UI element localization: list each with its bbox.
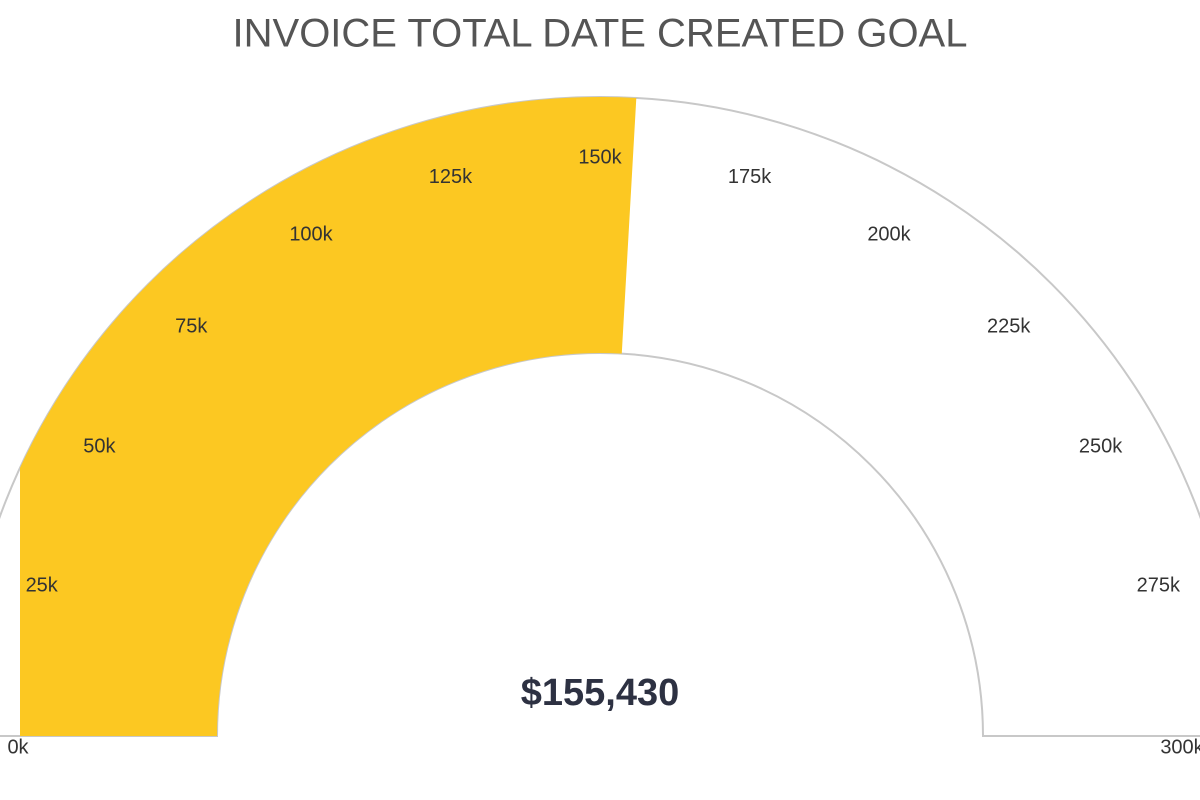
gauge-tick-label: 225k (987, 316, 1031, 338)
gauge-tick-label: 275k (1137, 575, 1181, 597)
gauge-tick-label: 300k (1160, 736, 1200, 758)
gauge-tick-label: 150k (578, 146, 622, 168)
gauge-tick-label: 100k (289, 224, 333, 246)
gauge-tick-label: 50k (83, 435, 116, 457)
gauge-tick-label: 0k (7, 736, 29, 758)
gauge-tick-label: 75k (175, 316, 208, 338)
gauge-tick-label: 125k (429, 166, 473, 188)
gauge-tick-label: 175k (728, 166, 772, 188)
gauge-value-label: $155,430 (521, 672, 680, 714)
gauge-tick-label: 25k (26, 575, 59, 597)
gauge-tick-label: 200k (867, 224, 911, 246)
chart-title: INVOICE TOTAL DATE CREATED GOAL (233, 12, 968, 56)
gauge-tick-label: 250k (1079, 435, 1123, 457)
gauge-value-arc (20, 97, 637, 736)
